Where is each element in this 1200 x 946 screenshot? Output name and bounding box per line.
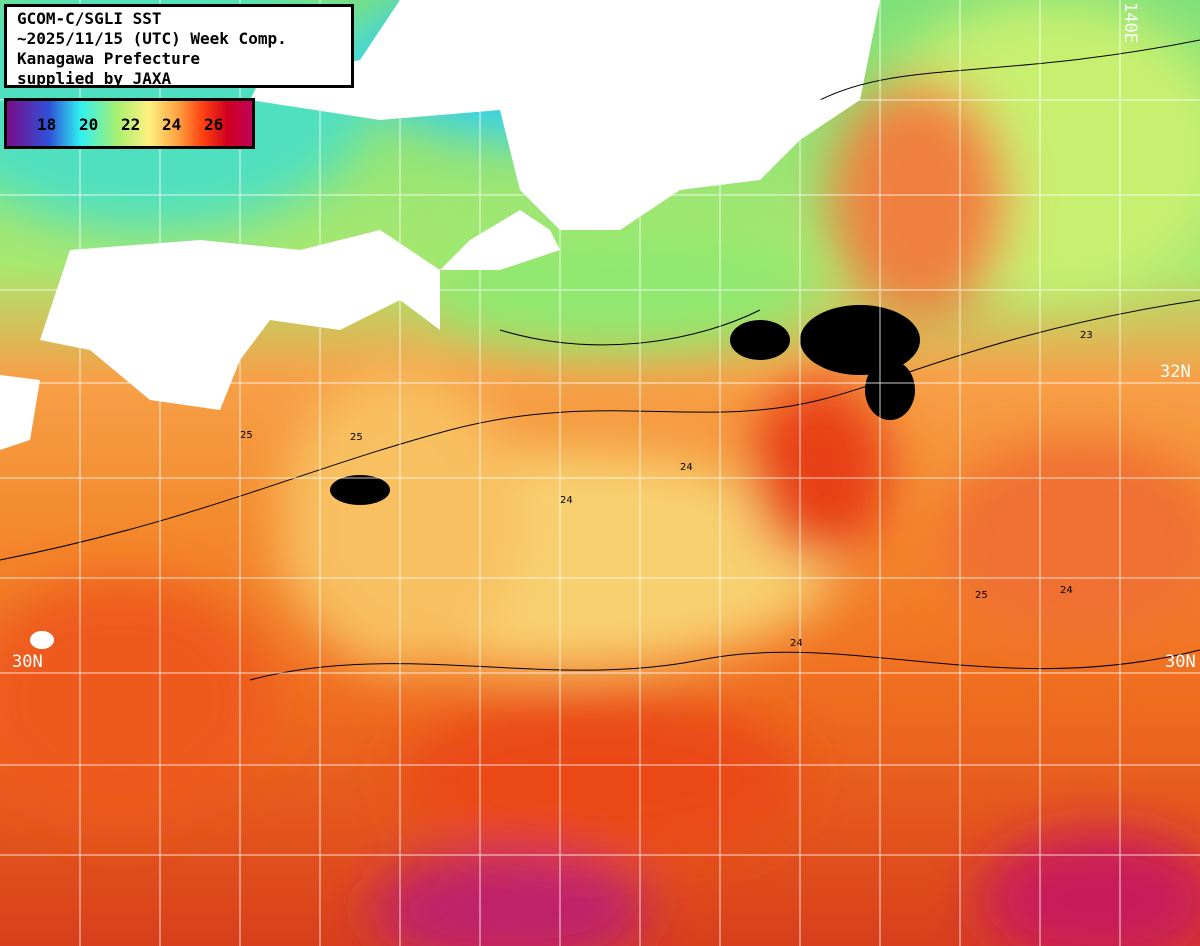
lon-label-136e: 136E bbox=[478, 2, 498, 43]
lat-label-30n-right: 30N bbox=[1165, 652, 1196, 672]
contour-label: 25 bbox=[240, 430, 253, 441]
lon-label-140e: 140E bbox=[1120, 2, 1140, 43]
contour-label: 25 bbox=[350, 432, 363, 443]
colorbar-legend: 18 20 22 24 26 bbox=[4, 98, 255, 149]
contour-label: 25 bbox=[975, 590, 988, 601]
colorbar-tick: 26 bbox=[204, 115, 224, 134]
title-box: GCOM-C/SGLI SST ~2025/11/15 (UTC) Week C… bbox=[4, 4, 354, 88]
colorbar-tick: 18 bbox=[37, 115, 57, 134]
land-kyushu bbox=[0, 375, 40, 450]
contour-label: 24 bbox=[560, 495, 573, 506]
contour-label: 23 bbox=[1080, 330, 1093, 341]
land-kii bbox=[440, 210, 560, 270]
contour-label: 24 bbox=[1060, 585, 1073, 596]
lat-label-upper: 32N bbox=[1160, 362, 1191, 382]
title-line-org: Kanagawa Prefecture bbox=[17, 49, 201, 68]
lat-label-30n-left: 30N bbox=[12, 652, 43, 672]
cloud-mask bbox=[330, 305, 920, 505]
contour-label: 24 bbox=[680, 462, 693, 473]
contour-label: 24 bbox=[790, 638, 803, 649]
colorbar-tick: 20 bbox=[79, 115, 99, 134]
title-line-credit: supplied by JAXA bbox=[17, 69, 172, 88]
land-honshu bbox=[250, 0, 880, 230]
land-island bbox=[30, 631, 54, 649]
title-line-product: GCOM-C/SGLI SST bbox=[17, 9, 162, 28]
contours bbox=[0, 39, 1200, 681]
title-line-date: ~2025/11/15 (UTC) Week Comp. bbox=[17, 29, 287, 48]
colorbar-tick: 24 bbox=[162, 115, 182, 134]
colorbar-tick: 22 bbox=[121, 115, 141, 134]
